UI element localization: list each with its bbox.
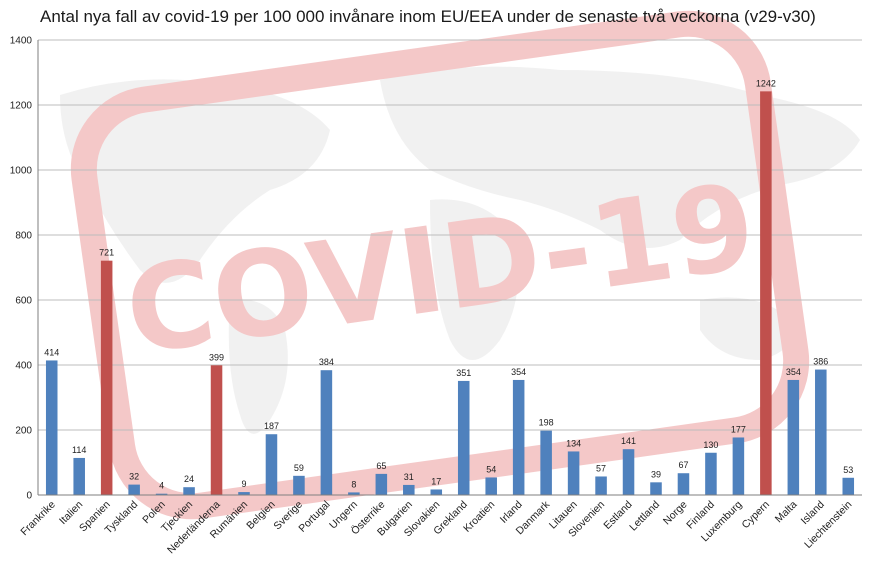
data-label: 198 — [539, 418, 554, 428]
data-label: 4 — [159, 481, 164, 491]
plot-frame — [37, 40, 862, 496]
data-labels: 414 114 721 32 4 24 399 9 187 59 384 8 65 31 17 351 54 35… — [44, 78, 853, 490]
bar-21 — [622, 449, 635, 495]
data-label: 9 — [241, 479, 246, 489]
data-label: 39 — [651, 469, 661, 479]
bar-11 — [348, 492, 360, 495]
data-label: 31 — [404, 472, 414, 482]
bar-10 — [320, 370, 333, 495]
data-label: 399 — [209, 352, 224, 362]
bar-5 — [183, 487, 195, 495]
bar-24 — [705, 452, 717, 495]
bar-4 — [155, 493, 168, 495]
bar-9 — [293, 475, 305, 495]
bar-0 — [45, 360, 58, 495]
bar-27 — [787, 379, 800, 495]
data-label: 721 — [99, 248, 114, 258]
bar-6 — [210, 365, 223, 495]
data-label: 141 — [621, 436, 636, 446]
bar-3 — [128, 484, 140, 495]
bar-12 — [375, 473, 388, 495]
y-tick-label: 800 — [15, 231, 32, 242]
data-label: 177 — [731, 424, 746, 434]
bar-18 — [540, 430, 552, 495]
bar-8 — [265, 434, 278, 495]
data-label: 59 — [294, 463, 304, 473]
bar-17 — [512, 379, 525, 495]
data-label: 414 — [44, 347, 59, 357]
y-axis-ticks: 0 200 400 600 800 1000 1200 1400 — [10, 36, 33, 502]
bars — [45, 91, 855, 495]
y-tick-label: 0 — [26, 491, 32, 502]
chart-title: Antal nya fall av covid-19 per 100 000 i… — [40, 7, 816, 26]
bar-19 — [567, 451, 580, 495]
data-label: 354 — [511, 367, 526, 377]
y-tick-label: 1200 — [10, 101, 33, 112]
bar-26 — [760, 91, 772, 495]
bar-29 — [842, 477, 855, 495]
data-label: 65 — [376, 461, 386, 471]
data-label: 32 — [129, 472, 139, 482]
data-label: 24 — [184, 474, 194, 484]
bar-16 — [485, 477, 497, 495]
data-label: 134 — [566, 438, 581, 448]
data-label: 114 — [72, 445, 86, 455]
data-label: 67 — [678, 460, 688, 470]
data-label: 8 — [351, 479, 356, 489]
data-label: 57 — [596, 463, 606, 473]
bar-15 — [457, 380, 470, 495]
y-tick-label: 1400 — [10, 36, 33, 47]
data-label: 187 — [264, 421, 279, 431]
bar-14 — [430, 489, 443, 495]
y-tick-label: 1000 — [10, 166, 33, 177]
bar-23 — [677, 473, 690, 495]
bar-28 — [815, 369, 827, 495]
data-label: 130 — [703, 440, 718, 450]
data-label: 354 — [786, 367, 801, 377]
data-label: 1242 — [756, 78, 776, 88]
data-label: 53 — [843, 465, 853, 475]
data-label: 351 — [456, 368, 471, 378]
bar-20 — [595, 476, 607, 495]
data-label: 384 — [319, 357, 334, 367]
y-tick-label: 400 — [15, 361, 32, 372]
data-label: 17 — [431, 476, 441, 486]
bar-25 — [732, 437, 745, 495]
data-label: 54 — [486, 464, 496, 474]
bar-22 — [650, 482, 662, 495]
y-tick-label: 600 — [15, 296, 32, 307]
bar-2 — [100, 260, 113, 495]
data-label: 386 — [813, 357, 828, 367]
bar-1 — [73, 457, 85, 495]
bar-13 — [403, 484, 415, 495]
y-tick-label: 200 — [15, 426, 32, 437]
bar-7 — [238, 492, 250, 495]
